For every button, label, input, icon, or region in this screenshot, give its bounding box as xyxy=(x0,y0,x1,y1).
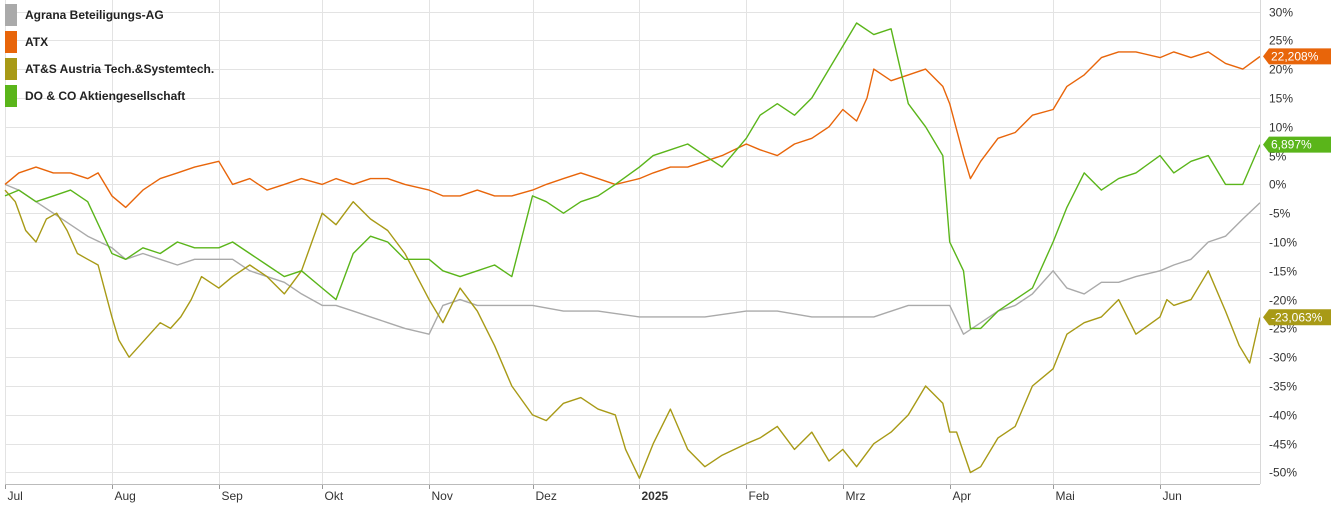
grid-lines xyxy=(5,0,1260,484)
legend-label-atx: ATX xyxy=(25,35,49,49)
y-tick-label: 15% xyxy=(1269,92,1293,106)
x-tick-label: Apr xyxy=(953,489,972,503)
y-tick-label: 5% xyxy=(1269,150,1287,164)
end-badge-atx xyxy=(1263,48,1331,65)
x-tick-label: Sep xyxy=(222,489,244,503)
y-tick-label: -35% xyxy=(1269,380,1297,394)
series-line-do-co-aktiengesellschaft[interactable] xyxy=(4,22,1261,330)
y-tick-label: -10% xyxy=(1269,236,1297,250)
x-tick-label: Feb xyxy=(749,489,770,503)
legend-item-agrana[interactable]: Agrana Beteiligungs-AG xyxy=(5,4,214,26)
y-tick-label: 25% xyxy=(1269,34,1293,48)
series-line-agrana-beteiligungs-ag[interactable] xyxy=(4,183,1261,335)
end-value-badges: 22,208% 6,897% -23,063% xyxy=(1263,48,1331,326)
legend-item-doco[interactable]: DO & CO Aktiengesellschaft xyxy=(5,85,214,107)
y-tick-label: 0% xyxy=(1269,178,1287,192)
y-tick-label: -40% xyxy=(1269,409,1297,423)
x-tick-label: Okt xyxy=(325,489,344,503)
x-tick-label: 2025 xyxy=(642,489,669,503)
y-tick-label: 30% xyxy=(1269,6,1293,20)
legend-item-atx[interactable]: ATX xyxy=(5,31,214,53)
x-axis: Jul Aug Sep Okt Nov Dez 2025 Feb Mrz Apr Mai Jun xyxy=(5,484,1260,503)
legend-swatch-atx xyxy=(5,31,17,53)
legend-swatch-doco xyxy=(5,85,17,107)
end-badge-do-co-aktiengesellschaft xyxy=(1263,136,1331,153)
end-badge-label: 6,897% xyxy=(1271,138,1312,152)
series-line-at-s-austria-tech-systemtech[interactable] xyxy=(4,189,1261,479)
legend-swatch-agrana xyxy=(5,4,17,26)
legend-label-doco: DO & CO Aktiengesellschaft xyxy=(25,89,186,103)
x-tick-label: Nov xyxy=(432,489,453,503)
y-tick-label: -15% xyxy=(1269,265,1297,279)
legend-swatch-ats xyxy=(5,58,17,80)
end-badge-at-s-austria-tech-systemtech xyxy=(1263,309,1331,326)
x-tick-label: Mai xyxy=(1056,489,1075,503)
y-tick-label: -45% xyxy=(1269,438,1297,452)
series-line-atx[interactable] xyxy=(4,51,1261,209)
y-tick-label: -50% xyxy=(1269,466,1297,480)
chart-legend: Agrana Beteiligungs-AG ATX AT&S Austria … xyxy=(5,4,214,112)
x-tick-label: Jul xyxy=(8,489,23,503)
y-tick-label: -20% xyxy=(1269,294,1297,308)
x-tick-label: Aug xyxy=(115,489,136,503)
y-axis: 30%25%20%15%10%5%0%-5%-10%-15%-20%-25%-3… xyxy=(1260,0,1297,484)
x-tick-label: Mrz xyxy=(846,489,866,503)
series-lines xyxy=(4,22,1261,479)
end-badge-label: -23,063% xyxy=(1271,310,1323,324)
y-tick-label: -5% xyxy=(1269,207,1291,221)
y-tick-label: 20% xyxy=(1269,63,1293,77)
y-tick-label: 10% xyxy=(1269,121,1293,135)
legend-label-agrana: Agrana Beteiligungs-AG xyxy=(25,8,164,22)
y-tick-label: -30% xyxy=(1269,351,1297,365)
legend-item-ats[interactable]: AT&S Austria Tech.&Systemtech. xyxy=(5,58,214,80)
end-badge-label: 22,208% xyxy=(1271,49,1319,63)
x-tick-label: Dez xyxy=(536,489,557,503)
legend-label-ats: AT&S Austria Tech.&Systemtech. xyxy=(25,62,215,76)
x-tick-label: Jun xyxy=(1163,489,1182,503)
